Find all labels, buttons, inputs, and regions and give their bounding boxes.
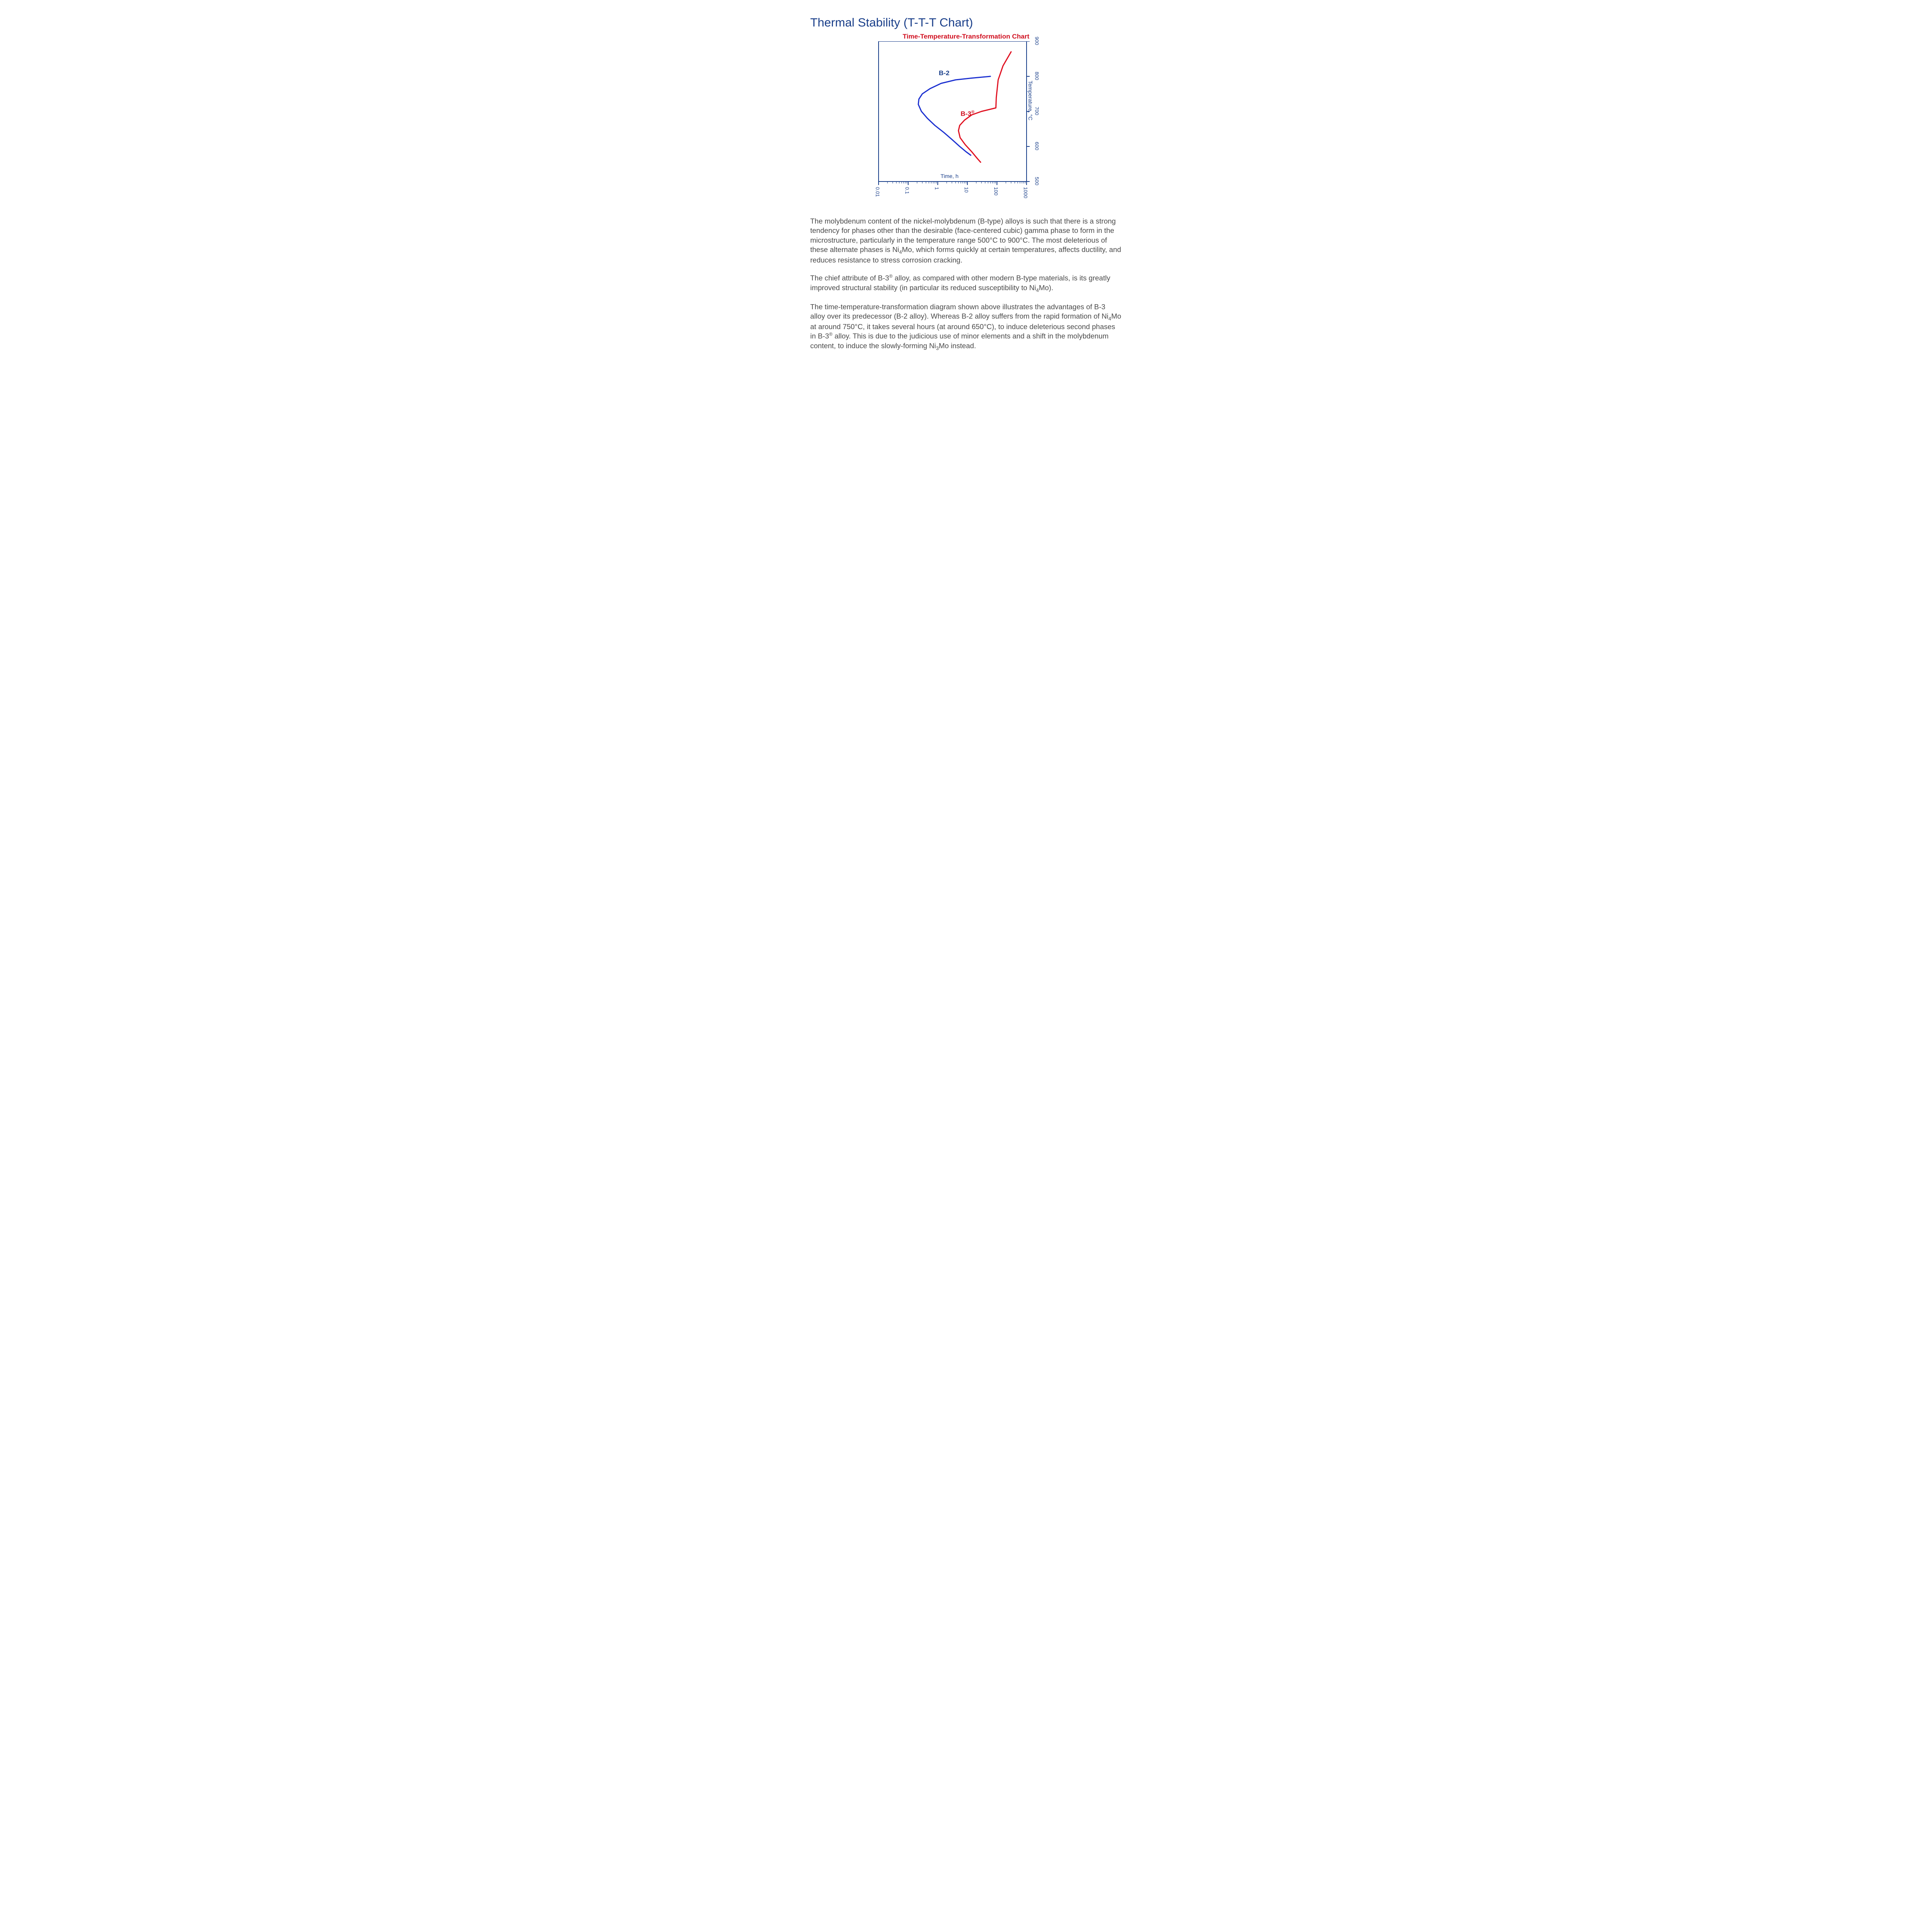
body-paragraph: The time-temperature-transformation diag…: [810, 302, 1122, 352]
chart-svg: [875, 41, 1058, 209]
chart-area: 500600700800900Temperature, °C0.010.1110…: [875, 41, 1058, 209]
x-tick-label: 10: [963, 187, 969, 192]
y-tick-label: 700: [1034, 107, 1040, 115]
x-axis-title: Time, h: [940, 173, 958, 179]
series-label-b2: B-2: [939, 69, 949, 77]
y-tick-label: 600: [1034, 142, 1040, 150]
body-paragraph: The molybdenum content of the nickel-mol…: [810, 217, 1122, 265]
body-paragraph: The chief attribute of B-3® alloy, as co…: [810, 273, 1122, 293]
ttt-chart: Time-Temperature-Transformation Chart 50…: [875, 33, 1058, 209]
x-tick-label: 1: [934, 187, 940, 190]
y-axis-title: Temperature, °C: [1027, 81, 1034, 120]
body-text: The molybdenum content of the nickel-mol…: [810, 217, 1122, 352]
x-tick-label: 0.1: [904, 187, 910, 194]
x-tick-label: 1000: [1023, 187, 1029, 198]
y-tick-label: 500: [1034, 177, 1040, 185]
x-tick-label: 0.01: [875, 187, 881, 197]
y-tick-label: 800: [1034, 72, 1040, 80]
y-tick-label: 900: [1034, 37, 1040, 45]
page: Thermal Stability (T-T-T Chart) Time-Tem…: [787, 0, 1145, 384]
x-tick-label: 100: [993, 187, 999, 196]
page-title: Thermal Stability (T-T-T Chart): [810, 16, 1122, 30]
chart-title: Time-Temperature-Transformation Chart: [875, 33, 1058, 41]
series-label-b3: B-3®: [961, 110, 975, 118]
